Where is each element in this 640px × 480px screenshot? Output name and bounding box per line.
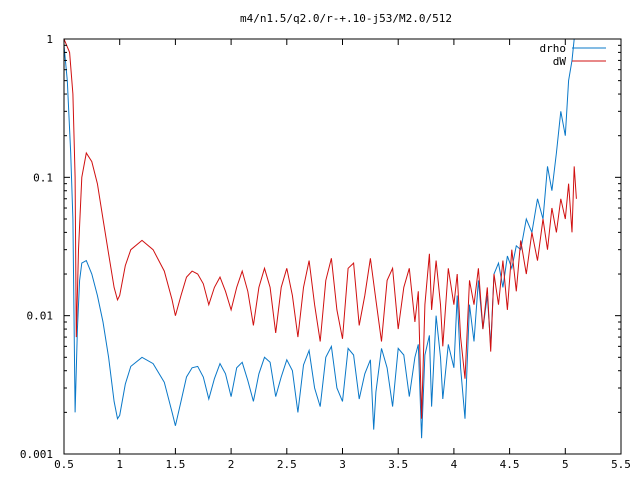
- x-tick-label: 4: [451, 458, 458, 471]
- x-tick-label: 5.5: [611, 458, 631, 471]
- x-tick-label: 4.5: [500, 458, 520, 471]
- x-tick-label: 3: [339, 458, 346, 471]
- x-tick-label: 1: [116, 458, 123, 471]
- x-tick-label: 1.5: [165, 458, 185, 471]
- legend-label: drho: [540, 42, 567, 55]
- axis-layer: 0.5 1 1.5 2 2.5 3 3.5 4 4.5 5 5.5 0.001 0.01 0.1 1: [20, 33, 631, 471]
- x-tick-label: 3.5: [388, 458, 408, 471]
- y-tick-label: 0.001: [20, 448, 53, 461]
- series-line-drho: [64, 39, 577, 439]
- series-layer: [64, 39, 577, 439]
- x-tick-label: 0.5: [54, 458, 74, 471]
- legend-label: dW: [553, 55, 567, 68]
- chart-title: m4/n1.5/q2.0/r-+.10-j53/M2.0/512: [240, 12, 452, 25]
- x-tick-label: 5: [562, 458, 569, 471]
- x-tick-label: 2: [228, 458, 235, 471]
- y-tick-label: 0.01: [27, 310, 54, 323]
- series-line-dW: [64, 39, 577, 419]
- y-tick-label: 0.1: [33, 171, 53, 184]
- y-tick-label: 1: [46, 33, 53, 46]
- plot-frame: [63, 38, 622, 455]
- x-tick-label: 2.5: [277, 458, 297, 471]
